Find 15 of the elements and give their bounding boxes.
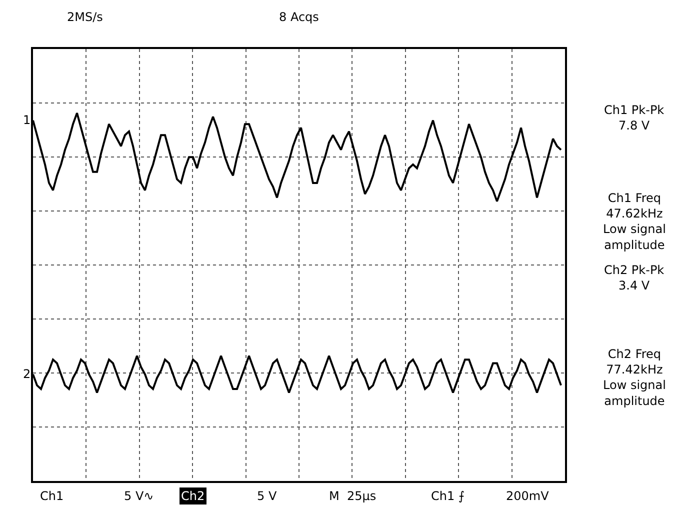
series-label: 1 [23, 113, 31, 127]
text: Ch1 [40, 489, 64, 503]
text: Ch1 ⨍ [431, 489, 465, 503]
text: M 25µs [329, 489, 376, 503]
text: 8 Acqs [279, 10, 319, 24]
text: Ch1 Pk-Pk 7.8 V [604, 103, 664, 133]
series-label: 2 [23, 367, 31, 381]
text: 2MS/s [67, 10, 103, 24]
text: Ch2 Freq 77.42kHz Low signal amplitude [603, 347, 666, 408]
text: Ch2 Pk-Pk 3.4 V [604, 263, 664, 293]
text: 200mV [506, 489, 550, 503]
text: 5 V [257, 489, 278, 503]
text: Ch1 Freq 47.62kHz Low signal amplitude [603, 191, 666, 252]
text: Ch2 [181, 489, 205, 503]
text: 5 V∿ [124, 489, 154, 503]
